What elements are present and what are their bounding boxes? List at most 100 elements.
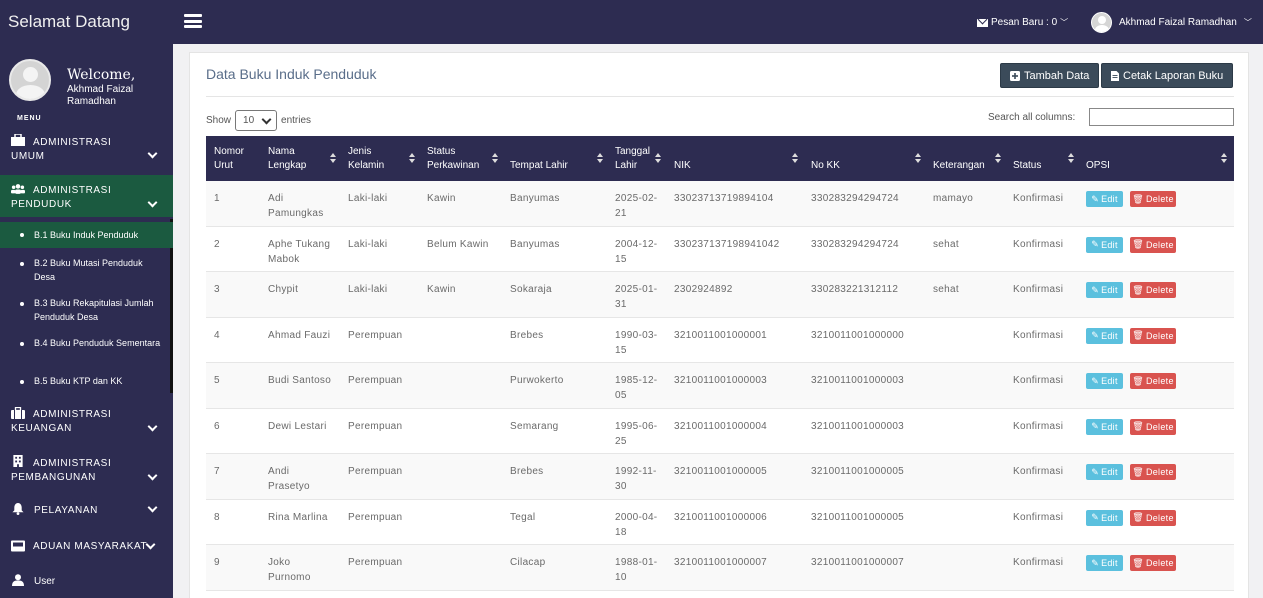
sort-icon[interactable]	[597, 153, 603, 164]
submenu-administrasi-penduduk: B.1 Buku Induk Penduduk B.2 Buku Mutasi …	[0, 219, 173, 393]
sidebar-item-label: ADMINISTRASI	[33, 185, 112, 196]
submenu-item-label: B.1 Buku Induk Penduduk	[34, 230, 139, 240]
table-cell-status: Konfirmasi	[1013, 420, 1064, 432]
table-cell-tgl: 1990-03- 15	[615, 329, 658, 356]
sidebar-item-administrasi-umum[interactable]: ADMINISTRASI UMUM	[0, 129, 173, 171]
column-header-opsi[interactable]: OPSI	[1086, 160, 1110, 171]
delete-button[interactable]: 🗑 Delete	[1130, 509, 1176, 526]
sidebar-username: Akhmad Faizal Ramadhan	[67, 84, 134, 107]
plus-square-icon	[1010, 70, 1020, 81]
user-name: Akhmad Faizal Ramadhan	[1119, 17, 1237, 28]
sort-icon[interactable]	[792, 153, 798, 164]
chevron-down-icon	[147, 197, 158, 208]
table-row: 8 Rina Marlina Perempuan Tegal 2000-04- 18 321…	[206, 500, 1234, 545]
messages-dropdown[interactable]: Pesan Baru : 0 ﹀	[977, 17, 1068, 28]
delete-button[interactable]: 🗑 Delete	[1130, 236, 1176, 253]
edit-button[interactable]: ✎ Edit	[1086, 373, 1123, 389]
table-row: 4 Ahmad Fauzi Perempuan Brebes 1990-03- 15 321…	[206, 318, 1234, 363]
search-input[interactable]	[1089, 108, 1234, 126]
edit-button[interactable]: ✎ Edit	[1086, 418, 1123, 435]
table-cell-tgl: 1985-12- 05	[615, 375, 658, 401]
delete-button[interactable]: 🗑 Delete	[1130, 373, 1176, 389]
print-report-label: Cetak Laporan Buku	[1123, 69, 1224, 82]
table-cell-no: 2	[214, 238, 220, 250]
table-cell-kk: 3210011001000000	[811, 329, 905, 341]
sidebar-item-aduan-masyarakat[interactable]: ADUAN MASYARAKAT	[0, 535, 173, 559]
submenu-item-b3[interactable]: B.3 Buku Rekapitulasi Jumlah Penduduk De…	[0, 291, 173, 329]
entries-select[interactable]: 10	[235, 110, 278, 131]
column-header-jenis-kelamin[interactable]: Jenis Kelamin	[348, 146, 385, 171]
sort-icon[interactable]	[1221, 153, 1227, 164]
table-cell-tempat: Sokaraja	[510, 284, 552, 295]
table-cell-kk: 3210011001000003	[811, 420, 905, 432]
submenu-item-b5[interactable]: B.5 Buku KTP dan KK	[0, 371, 173, 393]
table-cell-nik: 3210011001000003	[674, 375, 768, 386]
sort-icon[interactable]	[995, 153, 1001, 164]
delete-button[interactable]: 🗑 Delete	[1130, 464, 1176, 480]
sort-icon[interactable]	[409, 153, 415, 164]
edit-button[interactable]: ✎ Edit	[1086, 555, 1123, 571]
sort-icon[interactable]	[915, 153, 921, 164]
table-cell-nama: Joko Purnomo	[268, 557, 311, 583]
edit-button[interactable]: ✎ Edit	[1086, 236, 1123, 253]
table-cell-tgl: 2025-02- 21	[615, 193, 658, 219]
chevron-down-icon	[147, 421, 158, 432]
table-cell-kawin: Belum Kawin	[427, 238, 489, 250]
table-cell-tempat: Brebes	[510, 329, 544, 341]
table-cell-ket: sehat	[933, 238, 959, 250]
column-header-nomor-urut[interactable]: Nomor Urut	[214, 146, 245, 171]
column-header-tempat-lahir[interactable]: Tempat Lahir	[510, 160, 568, 171]
submenu-item-b2[interactable]: B.2 Buku Mutasi Penduduk Desa	[0, 251, 173, 289]
delete-button[interactable]: 🗑 Delete	[1130, 191, 1176, 207]
edit-button[interactable]: ✎ Edit	[1086, 509, 1123, 526]
sort-icon[interactable]	[330, 153, 336, 164]
delete-button[interactable]: 🗑 Delete	[1130, 327, 1176, 344]
column-header-nama-lengkap[interactable]: Nama Lengkap	[268, 146, 307, 171]
hamburger-menu-icon[interactable]	[184, 14, 202, 28]
print-report-button[interactable]: Cetak Laporan Buku	[1101, 63, 1234, 88]
column-header-keterangan[interactable]: Keterangan	[933, 160, 985, 171]
sidebar-item-administrasi-keuangan[interactable]: ADMINISTRASI KEUANGAN	[0, 401, 173, 443]
sidebar-item-administrasi-pembangunan[interactable]: ADMINISTRASI PEMBANGUNAN	[0, 450, 173, 492]
sort-icon[interactable]	[655, 153, 661, 164]
users-icon	[11, 184, 25, 194]
user-dropdown[interactable]: Akhmad Faizal Ramadhan ﹀	[1091, 12, 1252, 33]
edit-button[interactable]: ✎ Edit	[1086, 282, 1123, 298]
delete-button[interactable]: 🗑 Delete	[1130, 282, 1176, 298]
column-header-no-kk[interactable]: No KK	[811, 160, 840, 171]
delete-button[interactable]: 🗑 Delete	[1130, 418, 1176, 435]
table-cell-nama: Adi Pamungkas	[268, 193, 324, 219]
submenu-item-b4[interactable]: B.4 Buku Penduduk Sementara	[0, 331, 173, 369]
edit-button[interactable]: ✎ Edit	[1086, 191, 1123, 207]
sort-icon[interactable]	[1068, 153, 1074, 164]
table-cell-jk: Laki-laki	[348, 193, 388, 204]
table-cell-tempat: Banyumas	[510, 193, 560, 204]
trash-icon: 🗑	[1132, 239, 1144, 249]
sidebar-item-administrasi-penduduk[interactable]: ADMINISTRASI PENDUDUK	[0, 175, 173, 217]
table-cell-jk: Laki-laki	[348, 284, 388, 295]
sidebar-item-user[interactable]: User	[0, 570, 173, 594]
add-data-label: Tambah Data	[1024, 69, 1090, 82]
sort-icon[interactable]	[492, 153, 498, 164]
trash-icon: 🗑	[1132, 466, 1144, 477]
sidebar-item-label: UMUM	[11, 151, 45, 162]
pencil-icon: ✎	[1091, 512, 1100, 522]
trash-icon: 🗑	[1132, 330, 1144, 340]
column-header-nik[interactable]: NIK	[674, 160, 691, 171]
table-cell-no: 9	[214, 557, 220, 568]
delete-button[interactable]: 🗑 Delete	[1130, 555, 1176, 571]
table-cell-jk: Perempuan	[348, 511, 403, 523]
sidebar-item-pelayanan[interactable]: PELAYANAN	[0, 499, 173, 523]
table-cell-status: Konfirmasi	[1013, 238, 1064, 250]
table-cell-jk: Perempuan	[348, 329, 403, 341]
pencil-icon: ✎	[1091, 375, 1100, 386]
submenu-item-b1[interactable]: B.1 Buku Induk Penduduk	[0, 222, 173, 248]
add-data-button[interactable]: Tambah Data	[1000, 63, 1100, 88]
edit-button[interactable]: ✎ Edit	[1086, 464, 1123, 480]
envelope-icon	[977, 18, 988, 27]
avatar	[9, 59, 51, 101]
column-header-status-perkawinan[interactable]: Status Perkawinan	[427, 146, 480, 171]
column-header-status[interactable]: Status	[1013, 160, 1042, 171]
edit-button[interactable]: ✎ Edit	[1086, 327, 1123, 344]
column-header-tanggal-lahir[interactable]: Tanggal Lahir	[615, 146, 651, 171]
